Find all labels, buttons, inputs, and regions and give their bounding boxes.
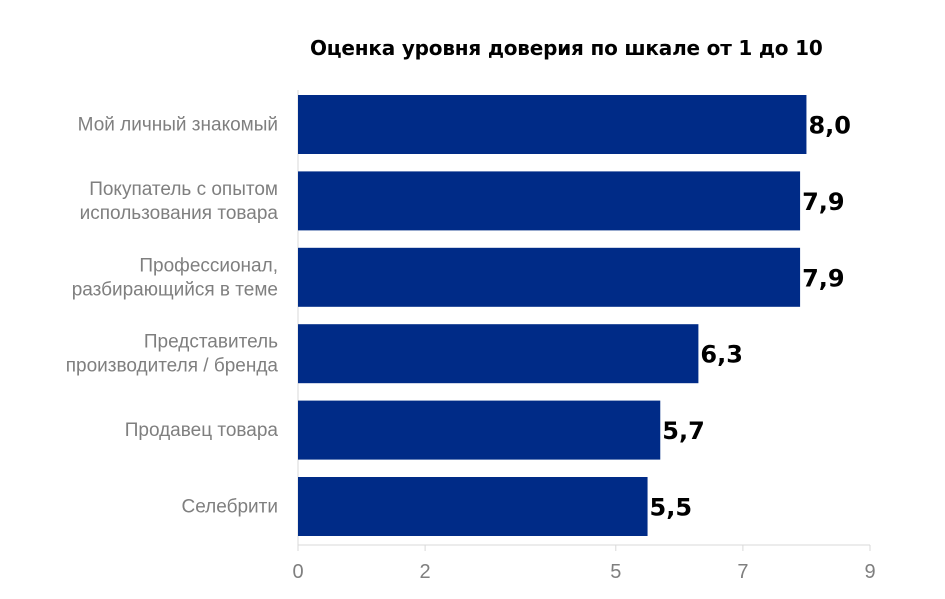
category-label-line: использования товара [80, 203, 279, 224]
category-label: Селебрити [182, 497, 278, 518]
bar [298, 400, 661, 460]
category-label-line: Селебрити [182, 497, 278, 518]
x-tick-label: 0 [292, 561, 303, 583]
data-label: 5,7 [662, 417, 705, 445]
category-label: Покупатель с опытом использования товара [80, 179, 279, 224]
category-label-line: Продавец товара [125, 420, 279, 441]
category-label: Представитель производителя / бренда [66, 332, 279, 377]
x-tick-label: 9 [864, 561, 875, 583]
bar [298, 95, 807, 154]
category-label-line: Покупатель с опытом [89, 179, 278, 200]
x-tick-label: 5 [610, 561, 621, 583]
x-tick-label: 7 [737, 561, 748, 583]
category-label: Продавец товара [125, 420, 279, 441]
bar [298, 477, 648, 536]
data-label: 6,3 [700, 341, 743, 369]
category-label: Профессионал, разбирающийся в теме [72, 255, 278, 300]
category-label-line: Представитель [144, 332, 278, 353]
bar [298, 247, 801, 307]
data-label: 8,0 [808, 112, 851, 140]
category-label-line: Профессионал, [139, 255, 278, 276]
category-label-line: Мой личный знакомый [78, 115, 278, 136]
x-tick-label: 2 [420, 561, 431, 583]
data-label: 5,5 [650, 494, 693, 522]
bar [298, 324, 699, 384]
data-label: 7,9 [802, 264, 845, 292]
category-label-line: разбирающийся в теме [72, 279, 278, 300]
category-label: Мой личный знакомый [78, 115, 278, 136]
category-label-line: производителя / бренда [66, 356, 279, 377]
bar [298, 171, 801, 231]
data-label: 7,9 [802, 188, 845, 216]
chart-title: Оценка уровня доверия по шкале от 1 до 1… [310, 36, 823, 60]
